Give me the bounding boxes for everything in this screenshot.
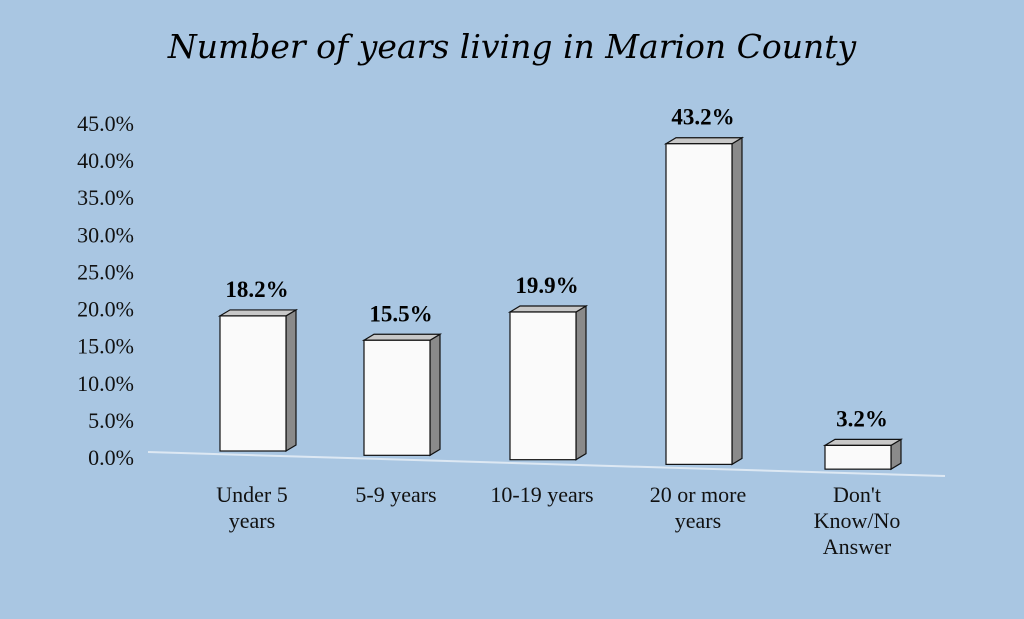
bar bbox=[361, 333, 443, 457]
y-tick-label: 10.0% bbox=[77, 371, 134, 396]
y-tick-label: 5.0% bbox=[88, 408, 134, 433]
y-tick-label: 25.0% bbox=[77, 259, 134, 284]
y-tick-label: 15.0% bbox=[77, 334, 134, 359]
data-label: 18.2% bbox=[225, 277, 288, 302]
y-tick-label: 30.0% bbox=[77, 222, 134, 247]
y-axis: 0.0% 5.0% 10.0% 15.0% 20.0% 25.0% 30.0% 35.0% 40… bbox=[77, 111, 134, 470]
bar-side bbox=[731, 136, 743, 466]
bar-top bbox=[361, 333, 443, 341]
bar-top bbox=[822, 438, 904, 446]
bar bbox=[663, 136, 745, 466]
bar-front bbox=[509, 311, 577, 461]
data-label: 19.9% bbox=[515, 273, 578, 298]
data-label: 3.2% bbox=[836, 406, 888, 431]
bar-top bbox=[663, 137, 745, 145]
category-label: 20 or more years bbox=[650, 482, 747, 533]
data-labels: 18.2% 15.5% 19.9% 43.2% 3.2% bbox=[225, 105, 888, 432]
data-label: 15.5% bbox=[369, 301, 432, 326]
bar-side bbox=[429, 333, 441, 457]
bar-front bbox=[219, 315, 287, 452]
bar-front bbox=[665, 143, 733, 465]
y-tick-label: 40.0% bbox=[77, 148, 134, 173]
category-label: 5-9 years bbox=[355, 482, 436, 507]
category-label: 10-19 years bbox=[490, 482, 593, 507]
category-label: Don't Know/No Answer bbox=[814, 482, 901, 559]
floor-line bbox=[147, 451, 946, 477]
bars bbox=[217, 136, 904, 471]
bar bbox=[217, 308, 299, 453]
bar bbox=[507, 304, 589, 461]
y-tick-label: 20.0% bbox=[77, 297, 134, 322]
bar-top bbox=[507, 305, 589, 313]
data-label: 43.2% bbox=[671, 105, 734, 130]
bar-side bbox=[285, 308, 297, 453]
bar-front bbox=[363, 339, 431, 456]
bar-front bbox=[824, 444, 892, 470]
y-tick-label: 45.0% bbox=[77, 111, 134, 136]
y-tick-label: 0.0% bbox=[88, 445, 134, 470]
bar bbox=[822, 438, 904, 471]
category-label: Under 5 years bbox=[216, 482, 287, 533]
y-tick-label: 35.0% bbox=[77, 185, 134, 210]
bar-side bbox=[575, 304, 587, 461]
chart-title: Number of years living in Marion County bbox=[167, 27, 857, 66]
x-axis: Under 5 years 5-9 years 10-19 years 20 or mo… bbox=[216, 482, 900, 559]
bar-top bbox=[217, 309, 299, 317]
